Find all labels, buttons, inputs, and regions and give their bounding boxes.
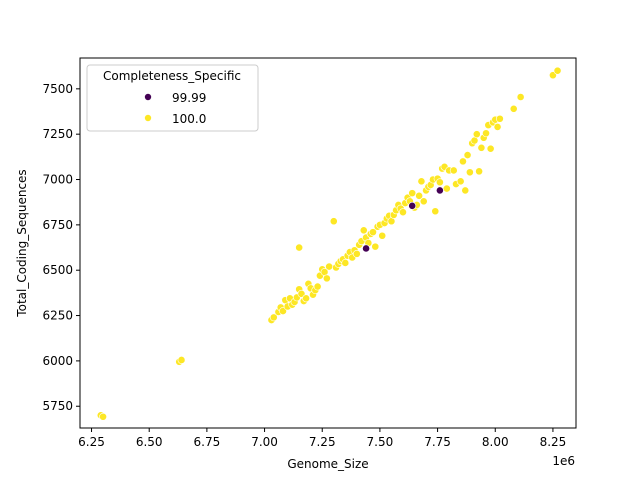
data-point: [486, 144, 495, 153]
data-point: [475, 167, 484, 176]
data-point: [472, 130, 481, 139]
x-tick-label: 7.75: [424, 435, 451, 449]
x-tick-label: 7.25: [309, 435, 336, 449]
x-tick-label: 6.25: [78, 435, 105, 449]
data-point: [431, 207, 440, 216]
data-point: [435, 178, 444, 187]
x-axis-offset-label: 1e6: [552, 454, 575, 468]
data-point: [417, 177, 426, 186]
data-point: [449, 166, 458, 175]
data-point: [297, 289, 306, 298]
x-tick-label: 7.50: [367, 435, 394, 449]
y-tick-label: 7500: [42, 82, 73, 96]
data-point: [553, 66, 562, 75]
legend-label-100.0: 100.0: [172, 112, 206, 126]
x-axis-label: Genome_Size: [287, 457, 368, 471]
data-point: [463, 151, 472, 159]
data-point: [459, 157, 467, 166]
data-point: [295, 243, 304, 252]
data-point: [369, 228, 377, 237]
data-point: [549, 71, 557, 80]
data-point: [313, 282, 322, 291]
data-point: [442, 184, 451, 193]
data-point: [362, 244, 370, 253]
data-point: [419, 197, 428, 206]
data-point: [509, 104, 518, 113]
data-point: [177, 356, 186, 364]
data-points: [96, 66, 562, 421]
data-point: [325, 262, 334, 271]
x-tick-label: 7.00: [251, 435, 278, 449]
x-tick-label: 6.75: [194, 435, 221, 449]
y-tick-label: 5750: [42, 399, 73, 413]
data-point: [269, 313, 278, 322]
x-tick-label: 8.25: [540, 435, 567, 449]
y-tick-label: 6500: [42, 263, 73, 277]
data-point: [378, 231, 387, 240]
data-point: [371, 242, 380, 251]
x-tick-label: 6.50: [136, 435, 163, 449]
data-point: [341, 259, 350, 267]
x-axis-ticks: 6.25 6.50 6.75 7.00 7.25 7.50 7.75 8.00 8.25: [78, 428, 566, 449]
axes-frame: [79, 57, 577, 429]
data-point: [359, 226, 368, 235]
data-point: [329, 217, 338, 226]
y-axis-label: Total_Coding_Sequences: [15, 169, 29, 317]
y-axis-ticks: 5750 6000 6250 6500 6750 7000 7250 7500: [42, 82, 80, 413]
x-tick-label: 8.00: [482, 435, 509, 449]
data-point: [322, 274, 331, 283]
y-tick-label: 6750: [42, 218, 73, 232]
data-point: [352, 249, 361, 258]
data-point: [461, 186, 470, 195]
data-point: [415, 191, 424, 200]
legend-marker-100.0: [144, 114, 152, 122]
data-point: [302, 294, 310, 303]
data-point: [456, 177, 465, 186]
y-tick-label: 7250: [42, 127, 73, 141]
data-point: [399, 208, 407, 217]
data-point: [477, 143, 486, 152]
data-point: [465, 168, 474, 177]
data-point: [435, 186, 444, 195]
data-point: [99, 412, 107, 421]
legend: Completeness_Specific 99.99 100.0: [86, 64, 259, 132]
legend-label-99.99: 99.99: [172, 91, 206, 105]
legend-title: Completeness_Specific: [103, 69, 241, 83]
data-point: [516, 93, 525, 101]
data-point: [482, 129, 490, 138]
data-point: [408, 201, 417, 210]
y-tick-label: 7000: [42, 173, 73, 187]
y-tick-label: 6000: [42, 354, 73, 368]
legend-marker-99.99: [144, 93, 152, 101]
data-point: [408, 189, 417, 198]
y-tick-label: 6250: [42, 309, 73, 323]
data-point: [493, 123, 502, 131]
data-point: [495, 114, 504, 123]
data-point: [279, 307, 287, 315]
legend-box: [86, 64, 259, 132]
